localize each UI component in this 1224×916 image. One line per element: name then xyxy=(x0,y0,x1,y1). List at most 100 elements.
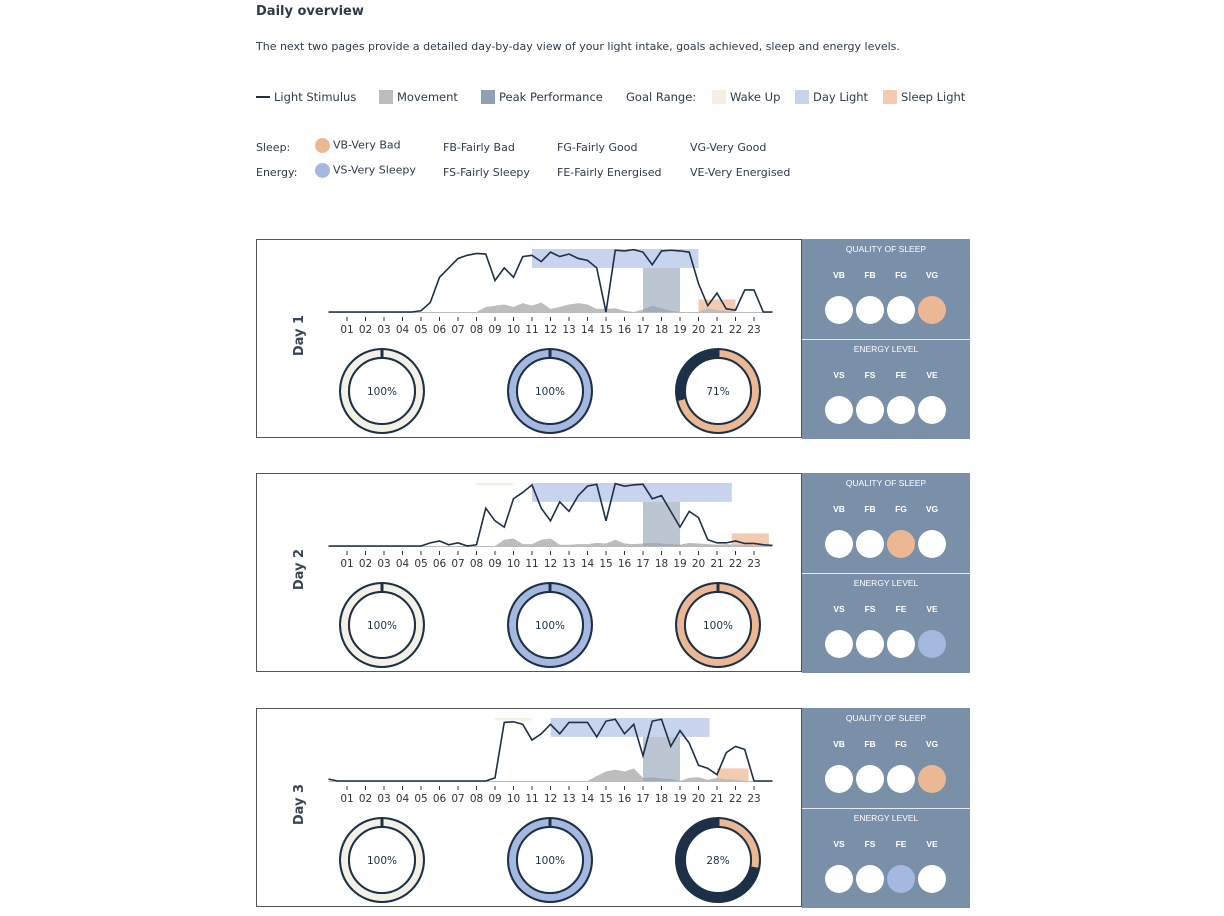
energy-rating-circle xyxy=(825,630,853,658)
x-tick-label: 20 xyxy=(692,558,705,570)
ring-value: 100% xyxy=(703,620,733,632)
legend-peak: Peak Performance xyxy=(481,90,603,104)
x-tick-label: 05 xyxy=(414,793,427,805)
ring-value: 28% xyxy=(706,855,729,867)
sleep-rating-circle xyxy=(887,765,915,793)
legend-label: Movement xyxy=(397,90,458,104)
legend-goal-range: Goal Range: xyxy=(626,90,697,104)
x-tick-label: 15 xyxy=(599,793,612,805)
x-tick-label: 13 xyxy=(562,324,575,336)
wake-swatch-icon xyxy=(712,90,726,104)
ring-value: 100% xyxy=(367,855,397,867)
x-tick-label: 23 xyxy=(747,558,760,570)
light-stimulus-line xyxy=(328,248,773,313)
goal-ring: 100% xyxy=(339,582,425,668)
x-tick-label: 06 xyxy=(433,558,447,570)
day-rating-panel: QUALITY OF SLEEP ENERGY LEVEL VB VS FB FS FG FE… xyxy=(802,239,970,439)
light-stimulus-line xyxy=(328,718,773,782)
x-tick-label: 02 xyxy=(359,324,372,336)
x-tick-label: 10 xyxy=(507,793,520,805)
panel-divider xyxy=(802,573,970,574)
sleep-code: FB xyxy=(864,504,876,514)
x-tick-label: 03 xyxy=(377,793,390,805)
x-tick-label: 23 xyxy=(747,324,760,336)
goal-ring: 100% xyxy=(507,817,593,903)
x-tick-label: 01 xyxy=(340,558,353,570)
x-tick-label: 16 xyxy=(618,324,632,336)
energy-rating-circle xyxy=(887,396,915,424)
sleep-rating-circle xyxy=(856,530,884,558)
x-tick-label: 09 xyxy=(488,324,501,336)
x-tick-label: 21 xyxy=(710,793,723,805)
ring-value: 71% xyxy=(706,386,729,398)
x-tick-label: 19 xyxy=(673,558,686,570)
x-tick-label: 08 xyxy=(470,324,483,336)
legend-light: Light Stimulus xyxy=(256,90,356,104)
x-tick-label: 21 xyxy=(710,558,723,570)
peak-swatch-icon xyxy=(481,90,495,104)
sleep-code: VB xyxy=(833,739,845,749)
ring-value: 100% xyxy=(535,620,565,632)
day-rating-panel: QUALITY OF SLEEP ENERGY LEVEL VB VS FB FS FG FE… xyxy=(802,708,970,908)
x-tick-label: 15 xyxy=(599,558,612,570)
sleep-code: VB xyxy=(833,270,845,280)
energy-code: FE xyxy=(895,604,907,614)
x-tick-label: 18 xyxy=(655,324,668,336)
wake-up-band xyxy=(476,483,514,486)
energy-code: VE xyxy=(926,370,938,380)
scale-text: VB-Very Bad xyxy=(333,138,401,152)
sleep-scale-2: FG-Fairly Good xyxy=(557,141,638,154)
x-tick-label: 10 xyxy=(507,324,520,336)
x-tick-label: 04 xyxy=(396,324,410,336)
x-tick-label: 21 xyxy=(710,324,723,336)
x-tick-label: 22 xyxy=(729,558,742,570)
energy-scale-3: VE-Very Energised xyxy=(690,166,791,179)
energy-code: FS xyxy=(864,604,876,614)
x-tick-label: 19 xyxy=(673,793,686,805)
goal-ring: 28% xyxy=(675,817,761,903)
movement-area xyxy=(328,768,773,781)
x-tick-label: 07 xyxy=(451,324,464,336)
x-tick-label: 04 xyxy=(396,558,410,570)
day-swatch-icon xyxy=(795,90,809,104)
energy-level-title: ENERGY LEVEL xyxy=(853,578,919,588)
energy-level-title: ENERGY LEVEL xyxy=(853,344,919,354)
x-tick-label: 05 xyxy=(414,558,427,570)
sleep-light-band xyxy=(717,768,749,781)
sleep-rating-circle xyxy=(918,296,946,324)
day-card: Day 2 01 02 03 04 05 06 07 08 09 10 11 12 13 14 15 16 17 1… xyxy=(256,473,802,672)
energy-code: FS xyxy=(864,839,876,849)
sleep-code: FB xyxy=(864,270,876,280)
line-swatch-icon xyxy=(256,96,270,98)
energy-code: FS xyxy=(864,370,876,380)
x-tick-label: 02 xyxy=(359,558,372,570)
scale-text: VS-Very Sleepy xyxy=(333,163,416,177)
panel-divider xyxy=(802,808,970,809)
day-light-band xyxy=(532,249,699,268)
legend-sleep: Sleep Light xyxy=(883,90,965,104)
sleep-code: VG xyxy=(925,739,939,749)
x-tick-label: 13 xyxy=(562,558,575,570)
x-tick-label: 15 xyxy=(599,324,612,336)
day-chart: 01 02 03 04 05 06 07 08 09 10 11 12 13 14 15 16 17 18 19 20… xyxy=(328,248,773,434)
x-tick-label: 22 xyxy=(729,793,742,805)
energy-rating-circle xyxy=(918,396,946,424)
energy-scale-0: VS-Very Sleepy xyxy=(315,163,416,178)
energy-rating-circle xyxy=(887,630,915,658)
energy-rating-circle xyxy=(856,865,884,893)
movement-swatch-icon xyxy=(379,90,393,104)
movement-area xyxy=(328,538,773,546)
x-tick-label: 20 xyxy=(692,324,705,336)
x-tick-label: 03 xyxy=(377,324,390,336)
sleep-scale-1: FB-Fairly Bad xyxy=(443,141,515,154)
day-chart: 01 02 03 04 05 06 07 08 09 10 11 12 13 14 15 16 17 18 19 20… xyxy=(328,482,773,668)
x-tick-label: 16 xyxy=(618,558,632,570)
x-tick-label: 06 xyxy=(433,793,447,805)
x-tick-label: 10 xyxy=(507,558,520,570)
goal-ring: 100% xyxy=(507,582,593,668)
x-tick-label: 14 xyxy=(581,324,595,336)
sleep-scale-label: Sleep: xyxy=(256,141,291,154)
legend-label: Sleep Light xyxy=(901,90,966,104)
ring-value: 100% xyxy=(367,386,397,398)
x-tick-label: 07 xyxy=(451,793,464,805)
